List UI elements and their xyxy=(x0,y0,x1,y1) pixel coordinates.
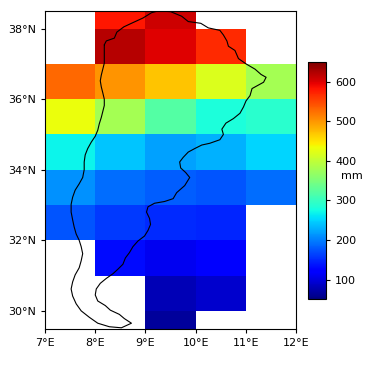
Bar xyxy=(146,99,196,134)
Bar xyxy=(196,64,246,99)
Bar xyxy=(95,28,146,64)
Bar xyxy=(196,28,246,64)
Bar xyxy=(95,64,146,99)
Bar xyxy=(146,276,196,311)
Bar xyxy=(146,64,196,99)
Bar xyxy=(45,170,95,205)
Bar xyxy=(146,0,196,28)
Bar xyxy=(95,205,146,240)
Bar xyxy=(246,170,296,205)
Bar xyxy=(146,170,196,205)
Bar xyxy=(146,28,196,64)
Bar xyxy=(45,99,95,134)
Bar xyxy=(146,205,196,240)
Bar xyxy=(246,134,296,170)
Bar xyxy=(146,134,196,170)
Bar xyxy=(95,240,146,276)
Bar xyxy=(45,205,95,240)
Bar xyxy=(95,134,146,170)
Bar xyxy=(246,99,296,134)
Bar xyxy=(196,134,246,170)
Bar xyxy=(196,170,246,205)
Bar xyxy=(45,64,95,99)
Bar xyxy=(246,64,296,99)
Bar xyxy=(95,99,146,134)
Bar xyxy=(196,205,246,240)
Bar xyxy=(146,311,196,346)
Bar xyxy=(45,134,95,170)
Bar xyxy=(95,0,146,28)
Bar xyxy=(196,99,246,134)
Bar xyxy=(146,240,196,276)
Bar xyxy=(196,240,246,276)
Bar xyxy=(196,276,246,311)
Text: mm: mm xyxy=(341,171,363,181)
Bar xyxy=(95,170,146,205)
